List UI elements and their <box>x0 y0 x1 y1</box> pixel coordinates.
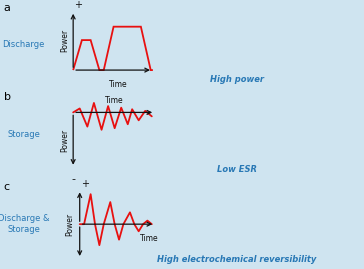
Text: a: a <box>4 3 11 13</box>
Text: High power: High power <box>210 75 264 84</box>
Text: Time: Time <box>140 234 159 243</box>
Text: Power: Power <box>60 129 69 152</box>
Text: -: - <box>71 174 75 184</box>
Text: -: - <box>78 265 82 269</box>
Text: Discharge: Discharge <box>3 40 45 49</box>
Text: c: c <box>4 182 10 192</box>
Text: Time: Time <box>105 95 123 105</box>
Text: Time: Time <box>109 80 128 89</box>
Text: Low ESR: Low ESR <box>217 165 257 174</box>
Text: +: + <box>74 0 82 10</box>
Text: Discharge &
Storage: Discharge & Storage <box>0 214 50 234</box>
Text: Storage: Storage <box>7 130 40 139</box>
Text: Power: Power <box>66 213 74 236</box>
Text: High electrochemical reversibility: High electrochemical reversibility <box>157 255 316 264</box>
Text: Power: Power <box>60 29 69 52</box>
Text: +: + <box>81 179 89 189</box>
Text: b: b <box>4 92 11 102</box>
